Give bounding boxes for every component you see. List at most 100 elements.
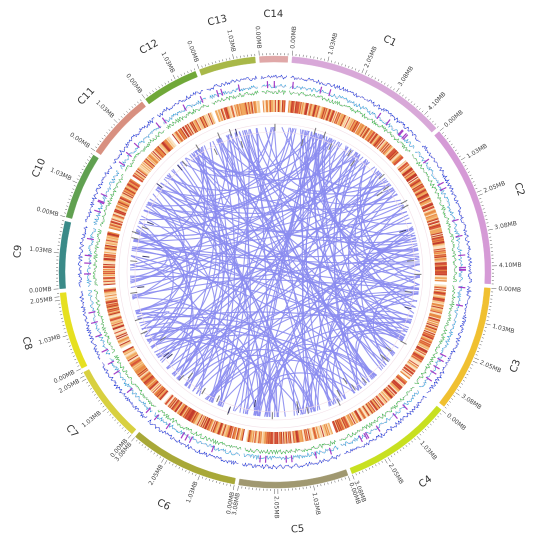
heatmap-cell [303, 102, 308, 115]
heatmap-cell [387, 384, 398, 394]
heatmap-cell [405, 172, 417, 181]
tick-C10 [79, 172, 82, 174]
heatmap-cell [431, 303, 444, 308]
heatmap-cell [105, 297, 118, 301]
heatmap-cell [144, 376, 155, 386]
heatmap-cell [116, 333, 128, 340]
heatmap-cell [198, 415, 205, 427]
heatmap-cell [193, 120, 200, 132]
heatmap-cell [429, 228, 442, 233]
tick-C10 [90, 153, 93, 155]
tick-label-C3: 0.00MB [498, 285, 521, 294]
heatmap-cell [239, 428, 244, 441]
heatmap-cell [106, 305, 119, 310]
chromosome-C13 [199, 56, 256, 76]
heatmap-cell [304, 102, 309, 116]
tick-C12 [152, 90, 154, 93]
heatmap-cell [385, 147, 395, 157]
heatmap-cell [155, 146, 166, 157]
synteny-link [177, 249, 419, 381]
synteny-link [321, 135, 420, 286]
heatmap-cell [390, 381, 401, 392]
synteny-link [197, 148, 411, 325]
heatmap-cell [361, 406, 369, 417]
heatmap-cell [275, 431, 277, 444]
heatmap-cell [146, 378, 157, 388]
heatmap-cell [400, 370, 411, 380]
heatmap-cell [209, 112, 216, 125]
tick-C10 [85, 162, 88, 164]
heatmap-cell [431, 237, 444, 242]
tick-C12 [170, 79, 173, 82]
heatmap-cell [304, 429, 308, 442]
tick-C8 [76, 368, 81, 372]
heatmap-cell [434, 259, 447, 262]
synteny-link [315, 132, 392, 197]
tick-C1 [344, 64, 346, 67]
heatmap-cell [332, 420, 339, 433]
tick-C5 [330, 481, 332, 484]
heatmap-cell [358, 408, 366, 419]
heatmap-cell [311, 104, 316, 117]
synteny-link [141, 146, 209, 331]
heatmap-cell [184, 125, 192, 137]
heatmap-cell [127, 182, 139, 191]
heatmap-cell [154, 385, 164, 396]
feature-mark [382, 185, 390, 191]
heatmap-cell [199, 415, 207, 428]
heatmap-cell [225, 425, 231, 438]
heatmap-cell [141, 373, 153, 383]
line-track-C9 [86, 227, 97, 287]
heatmap-cell [306, 428, 311, 441]
heatmap-cell [404, 171, 416, 180]
heatmap-cell [428, 314, 441, 320]
heatmap-cell [386, 385, 396, 396]
tick-C10 [72, 188, 75, 190]
heatmap-cell [240, 103, 244, 116]
tick-C11 [101, 137, 104, 140]
chromosome-label-C3: C3 [508, 358, 523, 374]
heatmap-cell [228, 426, 233, 438]
synteny-link [206, 275, 421, 401]
tick-C11 [113, 123, 116, 126]
heatmap-cell [228, 106, 233, 119]
chromosome-label-C8: C8 [19, 336, 33, 352]
heatmap-cell [328, 109, 334, 122]
heatmap-cell [352, 411, 360, 423]
heatmap-cell [223, 424, 229, 437]
tick-label-C14: 0.00MB [254, 26, 263, 49]
tick-C6 [181, 468, 184, 471]
tick-C7 [121, 427, 124, 429]
tick-C3 [474, 357, 480, 361]
tick-C6 [188, 471, 190, 474]
heatmap-cell [425, 214, 438, 220]
heatmap-cell [409, 357, 421, 366]
synteny-link [133, 137, 331, 241]
heatmap-cell [112, 214, 125, 220]
heatmap-cell [243, 102, 247, 115]
heatmap-cell [358, 125, 366, 137]
synteny-link [304, 283, 420, 414]
heatmap-cell [378, 393, 387, 404]
heatmap-cell [205, 418, 212, 430]
synteny-link [166, 182, 390, 369]
tick-C1 [368, 74, 370, 77]
heatmap-cell [186, 409, 194, 421]
tick-C1 [358, 69, 360, 72]
tick-C10 [78, 175, 81, 177]
heatmap-cell [382, 389, 392, 400]
heatmap-cell [434, 256, 447, 259]
tick-C1 [334, 61, 336, 64]
heatmap-cell [418, 196, 431, 204]
tick-label-C2: 1.03MB [466, 143, 489, 161]
heatmap-cell [288, 431, 291, 444]
heatmap-cell [130, 358, 141, 366]
heatmap-cell [387, 150, 398, 160]
heatmap-cell [406, 361, 418, 370]
heatmap-cell [387, 149, 397, 159]
heatmap-cell [426, 323, 438, 329]
synteny-link [244, 132, 316, 415]
tick-C10 [86, 159, 89, 161]
tick-C3 [472, 360, 478, 364]
heatmap-cell [433, 245, 446, 250]
